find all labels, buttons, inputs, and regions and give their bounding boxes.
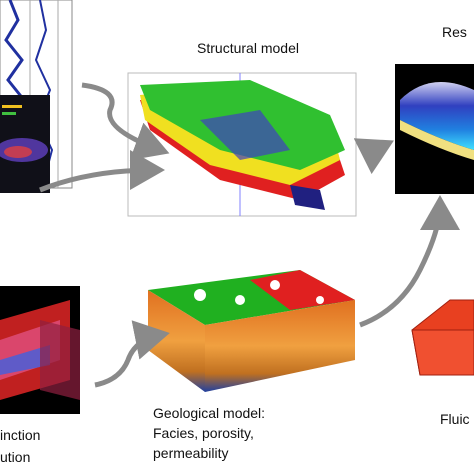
arrow: [39, 150, 165, 193]
label: permeability: [153, 445, 228, 461]
label: Res: [442, 24, 467, 40]
reservoir-model-image: [395, 64, 474, 194]
seismic-image: [0, 286, 80, 414]
arrow: [359, 195, 460, 328]
label: ution: [0, 449, 30, 465]
label: Facies, porosity,: [153, 425, 254, 441]
label: inction: [0, 427, 40, 443]
arrow: [94, 320, 170, 388]
well-log-image: [0, 0, 73, 193]
label: Structural model: [197, 40, 299, 56]
arrow: [353, 138, 394, 175]
fluid-model-image: [411, 299, 474, 376]
geological-model-image: [148, 270, 355, 392]
structural-model-image: [127, 72, 357, 217]
label: Fluic: [440, 411, 470, 427]
flow-arrows: [39, 82, 460, 388]
arrow: [81, 82, 170, 161]
label: Geological model:: [153, 405, 265, 421]
